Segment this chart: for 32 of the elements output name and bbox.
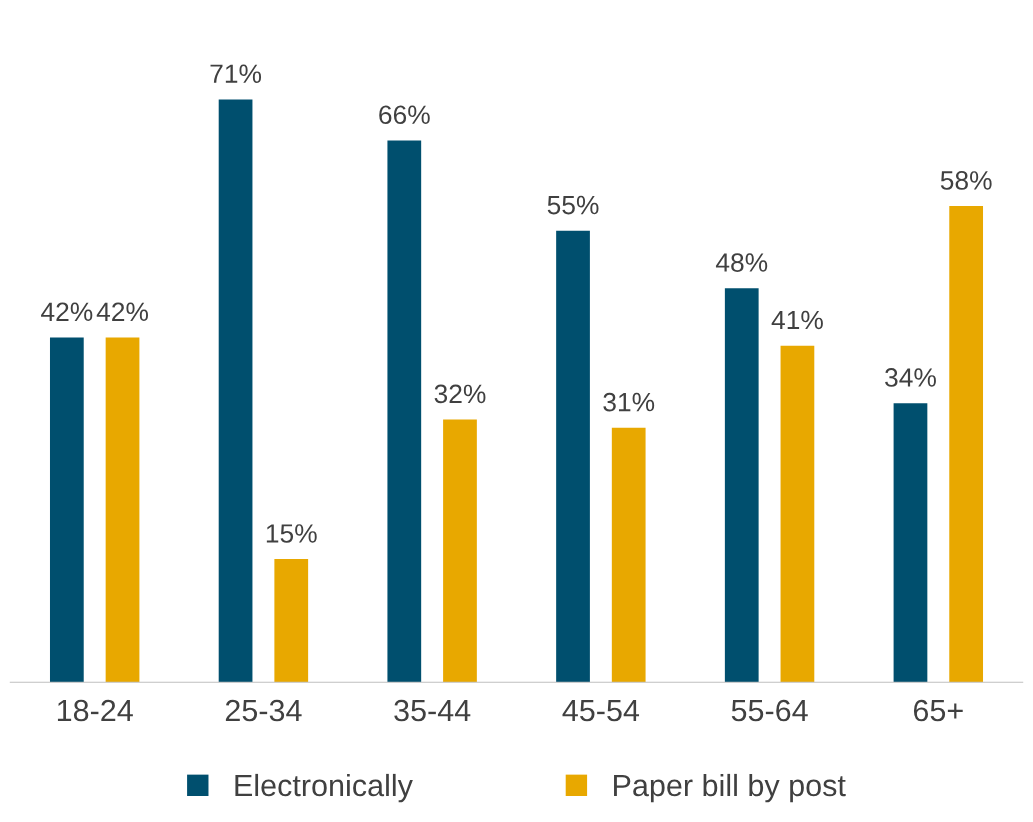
data-label: 55% xyxy=(547,195,599,215)
data-label: 42% xyxy=(41,302,93,322)
data-label: 34% xyxy=(885,368,936,387)
data-label: 71% xyxy=(210,64,262,83)
bar xyxy=(105,337,140,683)
x-tick-label: 45-54 xyxy=(562,700,640,722)
bar xyxy=(724,288,759,683)
bar xyxy=(780,345,815,683)
data-label: 66% xyxy=(379,105,430,125)
bar xyxy=(49,337,84,683)
bar xyxy=(218,99,253,683)
bar xyxy=(274,559,309,683)
bar xyxy=(556,230,590,683)
data-label: 58% xyxy=(940,171,992,190)
data-label: 32% xyxy=(434,384,486,404)
x-tick-label: 55-64 xyxy=(731,699,808,722)
x-tick-label: 25-34 xyxy=(225,699,302,722)
data-label: 48% xyxy=(715,253,768,272)
data-label: 15% xyxy=(266,524,317,543)
legend-label: Paper bill by post xyxy=(614,773,846,803)
bar xyxy=(387,140,422,683)
bar xyxy=(893,403,928,683)
x-tick-label: 35-44 xyxy=(394,699,471,722)
bar xyxy=(949,206,984,683)
bar xyxy=(443,419,477,683)
x-tick-label: 65+ xyxy=(913,699,963,722)
data-label: 31% xyxy=(603,392,655,412)
x-tick-label: 18-24 xyxy=(57,699,133,722)
legend-label: Electronically xyxy=(235,773,413,803)
data-label: 42% xyxy=(96,302,148,322)
bar xyxy=(611,427,646,683)
data-label: 41% xyxy=(771,310,823,330)
